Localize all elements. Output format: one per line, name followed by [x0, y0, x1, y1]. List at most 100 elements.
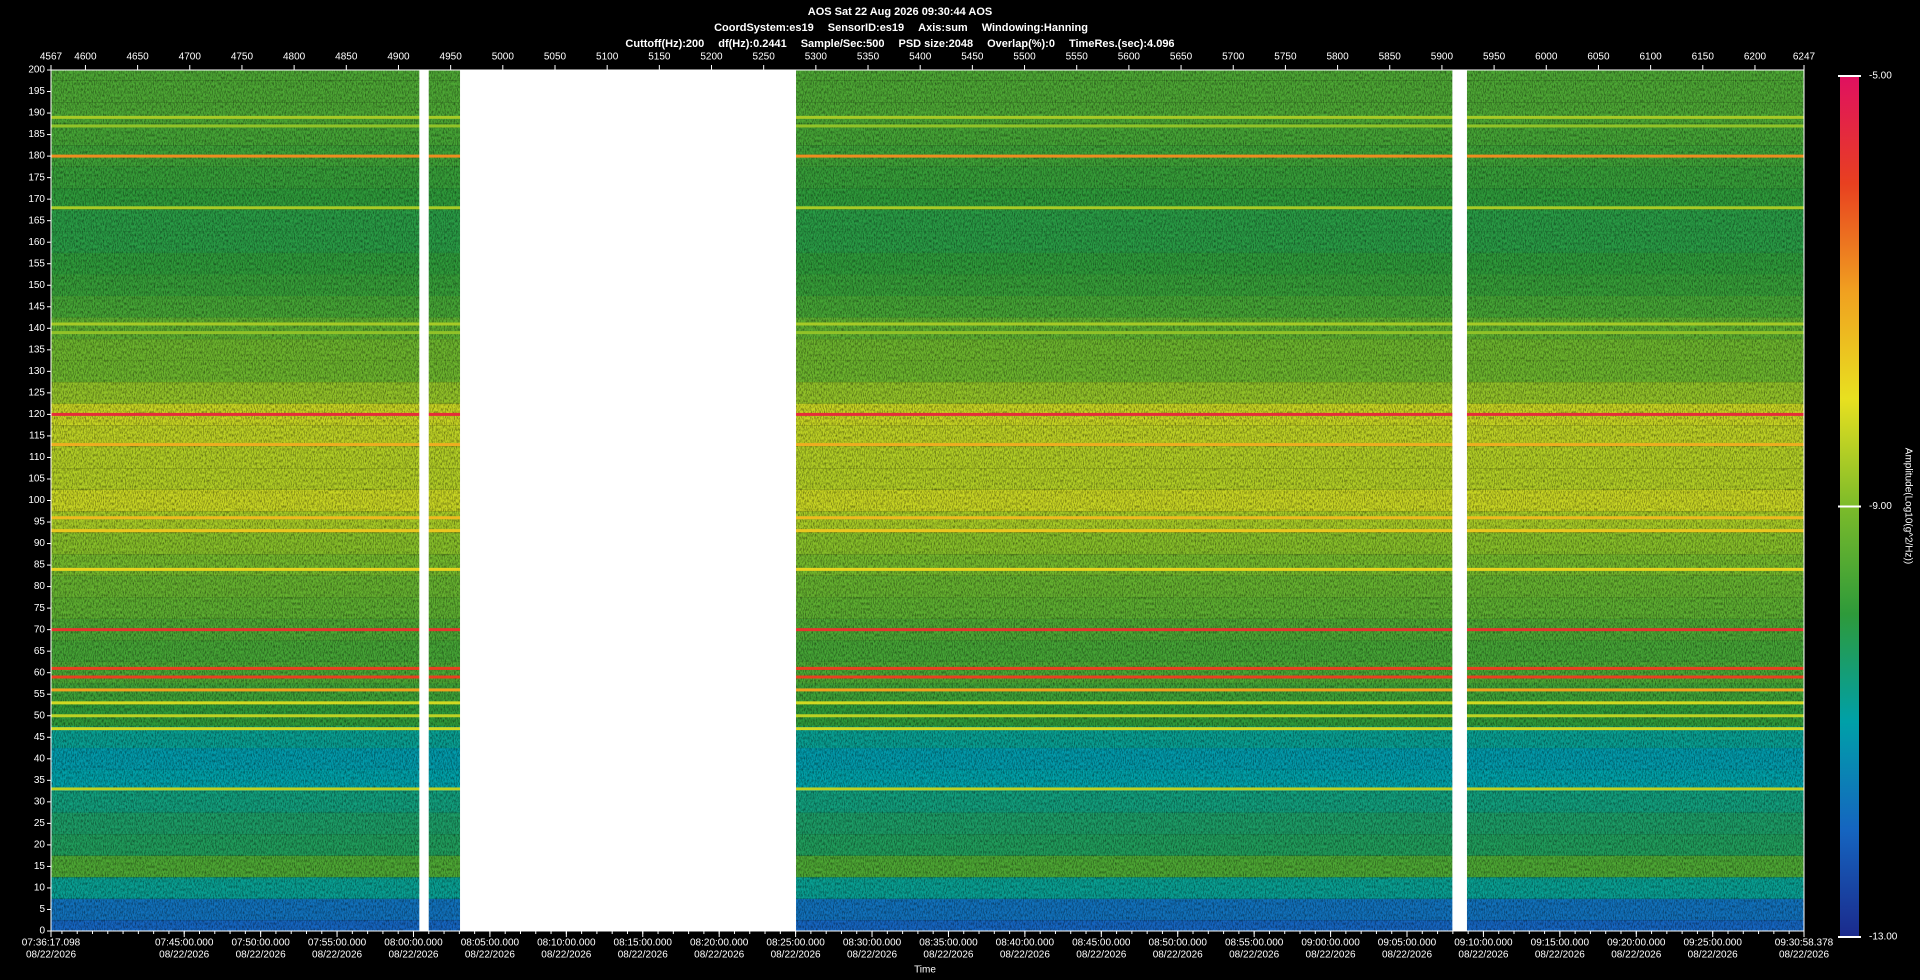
date-tick-label: 08/22/2026 [465, 950, 515, 961]
info-item: PSD size:2048 [899, 38, 974, 50]
y-tick-label: 50 [34, 710, 46, 721]
y-tick-label: 10 [34, 883, 46, 894]
y-tick-label: 155 [28, 258, 45, 269]
y-tick-label: 105 [28, 474, 45, 485]
spectrum-band [51, 532, 1804, 555]
x-tick-label: 5300 [805, 52, 828, 63]
time-tick-label: 08:30:00.000 [843, 938, 902, 949]
x-tick-label: 5600 [1118, 52, 1141, 63]
y-tick-label: 100 [28, 495, 45, 506]
x-tick-label: 5900 [1431, 52, 1454, 63]
date-tick-label: 08/22/2026 [923, 950, 973, 961]
spectrum-band [51, 80, 1804, 103]
spectrum-band [51, 554, 1804, 576]
y-tick-label: 25 [34, 818, 46, 829]
spectrum-band [51, 102, 1804, 124]
tone-line [51, 701, 1804, 705]
spectrum-band [51, 877, 1804, 899]
info-line: Cuttoff(Hz):200 df(Hz):0.2441 Sample/Sec:5… [625, 38, 1174, 50]
spectrum-band [51, 468, 1804, 490]
tone-line [51, 567, 1804, 571]
info-item: df(Hz):0.2441 [718, 38, 786, 50]
spectrum-band [51, 920, 1804, 931]
y-tick-label: 195 [28, 86, 45, 97]
x-tick-label: 5950 [1483, 52, 1506, 63]
date-tick-label: 08/22/2026 [847, 950, 897, 961]
y-tick-label: 170 [28, 194, 45, 205]
x-tick-label: 5850 [1379, 52, 1402, 63]
spectrum-band [51, 489, 1804, 512]
time-tick-label: 09:00:00.000 [1301, 938, 1360, 949]
spectrum-band [51, 575, 1804, 598]
data-gap [419, 70, 429, 931]
y-tick-label: 180 [28, 151, 45, 162]
x-tick-label: 4950 [440, 52, 463, 63]
x-tick-label: 5700 [1222, 52, 1245, 63]
time-tick-label: 08:25:00.000 [766, 938, 825, 949]
x-tick-label: 4700 [179, 52, 202, 63]
x-tick-label: 5250 [753, 52, 776, 63]
spectrum-band [51, 209, 1804, 232]
tone-line [51, 675, 1804, 679]
x-tick-label: 6150 [1692, 52, 1715, 63]
spectrum-band [51, 661, 1804, 684]
spectrum-band [51, 834, 1804, 856]
y-tick-label: 160 [28, 237, 45, 248]
spectrum-band [51, 70, 1804, 81]
time-tick-label: 07:50:00.000 [231, 938, 290, 949]
colorbar-tick-label: -9.00 [1869, 501, 1892, 512]
spectrum-band [51, 640, 1804, 662]
spectrum-band [51, 166, 1804, 189]
x-tick-label: 5400 [909, 52, 932, 63]
y-tick-label: 140 [28, 323, 45, 334]
tone-line [51, 516, 1804, 520]
x-tick-label: 4567 [40, 52, 63, 63]
spectrum-band [51, 339, 1804, 361]
time-tick-label: 08:50:00.000 [1149, 938, 1208, 949]
y-tick-label: 145 [28, 301, 45, 312]
x-tick-label: 5050 [544, 52, 567, 63]
time-tick-label: 08:15:00.000 [614, 938, 673, 949]
x-tick-label: 6200 [1744, 52, 1767, 63]
tone-line [51, 666, 1804, 670]
info-item: Overlap(%):0 [987, 38, 1055, 50]
date-tick-label: 08/22/2026 [1458, 950, 1508, 961]
x-tick-label: 4650 [126, 52, 149, 63]
y-tick-label: 55 [34, 689, 46, 700]
time-tick-label: 09:05:00.000 [1378, 938, 1437, 949]
x-axis-label: Time [914, 965, 936, 976]
time-tick-label: 07:36:17.098 [22, 938, 81, 949]
time-tick-label: 08:55:00.000 [1225, 938, 1284, 949]
y-tick-label: 80 [34, 581, 46, 592]
spectrum-band [51, 748, 1804, 770]
y-tick-label: 120 [28, 409, 45, 420]
time-tick-label: 07:45:00.000 [155, 938, 214, 949]
date-tick-label: 08/22/2026 [1535, 950, 1585, 961]
y-tick-label: 165 [28, 215, 45, 226]
x-tick-label: 6100 [1639, 52, 1662, 63]
time-tick-label: 08:00:00.000 [384, 938, 443, 949]
date-tick-label: 08/22/2026 [1306, 950, 1356, 961]
tone-line [51, 412, 1804, 416]
tone-line [51, 688, 1804, 692]
x-tick-label: 5800 [1326, 52, 1349, 63]
y-tick-label: 115 [29, 431, 45, 442]
y-tick-label: 130 [28, 366, 45, 377]
spectrum-band [51, 296, 1804, 318]
y-tick-label: 30 [34, 796, 46, 807]
info-item: SensorID:es19 [828, 22, 904, 34]
colorbar-tick-label: -13.00 [1869, 932, 1898, 943]
y-tick-label: 70 [34, 624, 46, 635]
colorbar-tick-label: -5.00 [1869, 71, 1892, 82]
y-tick-label: 0 [39, 926, 45, 937]
time-tick-label: 08:05:00.000 [461, 938, 520, 949]
x-tick-label: 5650 [1170, 52, 1193, 63]
date-tick-label: 08/22/2026 [1229, 950, 1279, 961]
spectrum-band [51, 812, 1804, 835]
tone-line [51, 124, 1804, 128]
spectrum-band [51, 898, 1804, 921]
tone-line [51, 787, 1804, 791]
y-tick-label: 150 [28, 280, 45, 291]
date-tick-label: 08/22/2026 [1779, 950, 1829, 961]
spectrum-band [51, 791, 1804, 813]
